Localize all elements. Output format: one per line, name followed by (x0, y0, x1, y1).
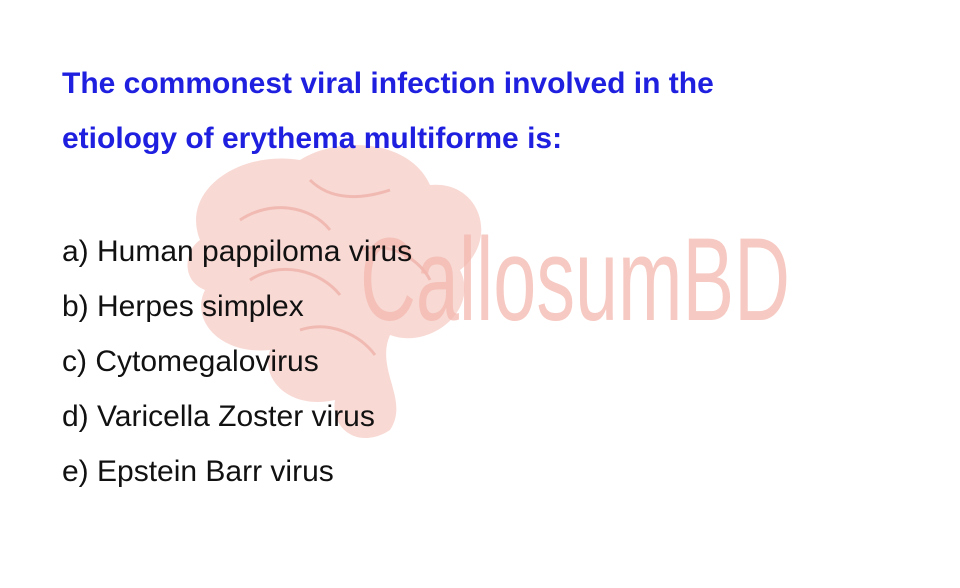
option-d: d) Varicella Zoster virus (62, 400, 375, 433)
question-text: The commonest viral infection involved i… (62, 56, 922, 166)
question-line-2: etiology of erythema multiforme is: (62, 122, 563, 155)
option-e: e) Epstein Barr virus (62, 455, 334, 488)
option-b: b) Herpes simplex (62, 290, 304, 323)
answer-options: a) Human pappiloma virus b) Herpes simpl… (62, 224, 412, 499)
watermark-logo: CallosumBD (187, 145, 790, 439)
question-line-1: The commonest viral infection involved i… (62, 67, 714, 100)
option-a: a) Human pappiloma virus (62, 235, 413, 268)
watermark-text: CallosumBD (360, 214, 790, 346)
brain-icon (187, 145, 482, 439)
option-c: c) Cytomegalovirus (62, 345, 319, 378)
